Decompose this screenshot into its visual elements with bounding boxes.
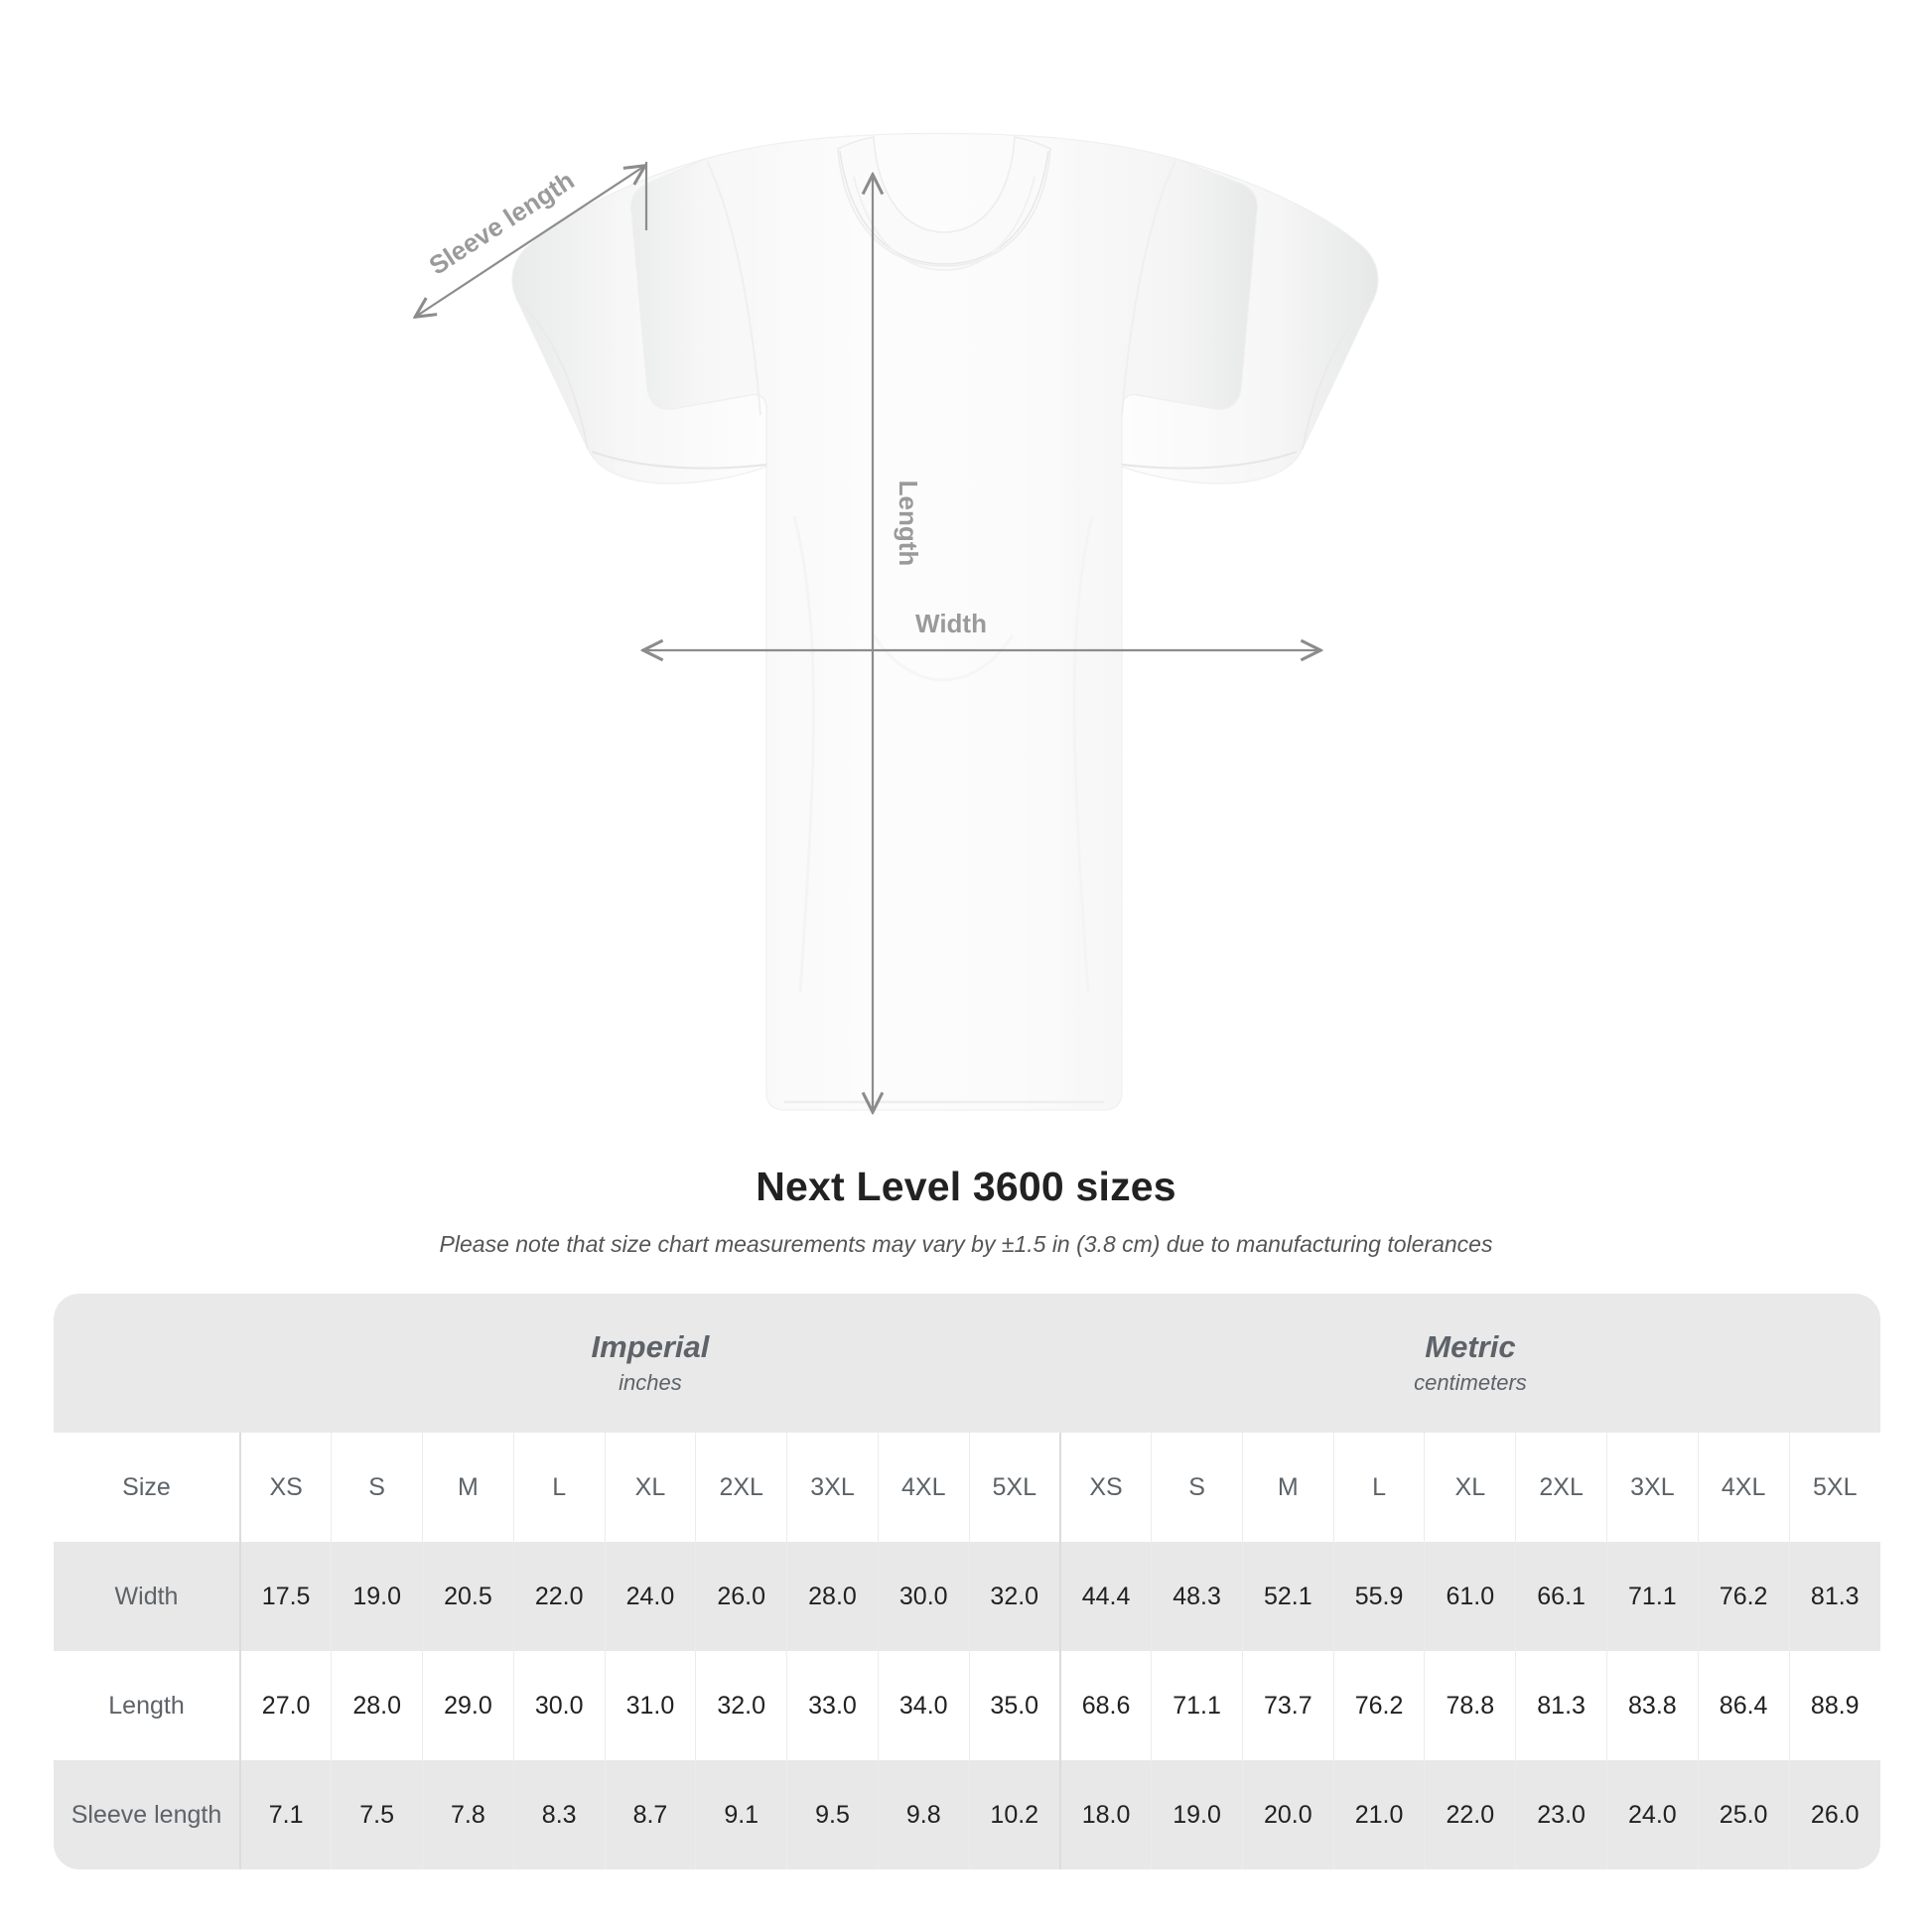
size-chart-table: Imperial inches Metric centimeters Size XS S M L… [54, 1294, 1880, 1869]
row-label-size: Size [54, 1433, 241, 1542]
cell-sleeve-length-metric-xs: 18.0 [1058, 1760, 1153, 1869]
size-header-imperial-2xl: 2XL [695, 1433, 788, 1542]
size-header-imperial-5xl: 5XL [969, 1433, 1061, 1542]
cell-sleeve-length-imperial-3xl: 9.5 [786, 1760, 879, 1869]
cell-width-imperial-s: 19.0 [331, 1542, 424, 1651]
title-block: Next Level 3600 sizes Please note that s… [0, 1162, 1932, 1260]
cell-length-imperial-xl: 31.0 [605, 1651, 697, 1760]
cell-sleeve-length-imperial-s: 7.5 [331, 1760, 424, 1869]
cell-sleeve-length-metric-4xl: 25.0 [1698, 1760, 1790, 1869]
size-header-metric-xs: XS [1058, 1433, 1153, 1542]
cell-length-imperial-4xl: 34.0 [878, 1651, 970, 1760]
size-chart-table-wrapper: Imperial inches Metric centimeters Size XS S M L… [54, 1294, 1880, 1869]
cell-length-metric-4xl: 86.4 [1698, 1651, 1790, 1760]
cell-sleeve-length-metric-5xl: 26.0 [1789, 1760, 1880, 1869]
cell-length-metric-2xl: 81.3 [1515, 1651, 1607, 1760]
size-header-imperial-xl: XL [605, 1433, 697, 1542]
size-header-metric-xl: XL [1424, 1433, 1517, 1542]
unit-header-imperial: Imperial inches [240, 1294, 1060, 1433]
size-header-metric-s: S [1151, 1433, 1243, 1542]
width-label: Width [915, 609, 987, 638]
cell-length-imperial-s: 28.0 [331, 1651, 424, 1760]
cell-width-metric-m: 52.1 [1242, 1542, 1334, 1651]
table-row: Width 17.5 19.0 20.5 22.0 24.0 26.0 28.0 30.0 32.… [54, 1542, 1880, 1651]
cell-width-imperial-l: 22.0 [513, 1542, 606, 1651]
cell-sleeve-length-metric-xl: 22.0 [1424, 1760, 1517, 1869]
unit-header-metric: Metric centimeters [1059, 1294, 1880, 1433]
cell-sleeve-length-imperial-2xl: 9.1 [695, 1760, 788, 1869]
unit-name: Metric [1425, 1329, 1516, 1365]
cell-width-metric-l: 55.9 [1333, 1542, 1426, 1651]
cell-width-imperial-xs: 17.5 [240, 1542, 333, 1651]
cell-length-metric-3xl: 83.8 [1606, 1651, 1699, 1760]
size-header-metric-5xl: 5XL [1789, 1433, 1880, 1542]
cell-width-metric-3xl: 71.1 [1606, 1542, 1699, 1651]
size-header-imperial-l: L [513, 1433, 606, 1542]
cell-width-imperial-5xl: 32.0 [969, 1542, 1061, 1651]
page-title: Next Level 3600 sizes [756, 1164, 1176, 1209]
cell-sleeve-length-imperial-m: 7.8 [422, 1760, 514, 1869]
cell-length-imperial-2xl: 32.0 [695, 1651, 788, 1760]
unit-name: Imperial [591, 1329, 710, 1365]
size-header-imperial-s: S [331, 1433, 424, 1542]
size-header-metric-3xl: 3XL [1606, 1433, 1699, 1542]
size-header-metric-l: L [1333, 1433, 1426, 1542]
cell-length-metric-5xl: 88.9 [1789, 1651, 1880, 1760]
cell-width-imperial-m: 20.5 [422, 1542, 514, 1651]
size-header-metric-m: M [1242, 1433, 1334, 1542]
cell-length-metric-m: 73.7 [1242, 1651, 1334, 1760]
cell-sleeve-length-metric-l: 21.0 [1333, 1760, 1426, 1869]
table-row: Sleeve length 7.1 7.5 7.8 8.3 8.7 9.1 9.5 9.8 10.… [54, 1760, 1880, 1869]
row-label-width: Width [54, 1542, 241, 1651]
size-header-metric-4xl: 4XL [1698, 1433, 1790, 1542]
cell-sleeve-length-imperial-l: 8.3 [513, 1760, 606, 1869]
unit-subtitle: centimeters [1414, 1370, 1527, 1396]
cell-width-metric-5xl: 81.3 [1789, 1542, 1880, 1651]
cell-width-imperial-2xl: 26.0 [695, 1542, 788, 1651]
row-label-sleeve-length: Sleeve length [54, 1760, 241, 1869]
cell-width-imperial-3xl: 28.0 [786, 1542, 879, 1651]
cell-length-imperial-xs: 27.0 [240, 1651, 333, 1760]
cell-length-imperial-l: 30.0 [513, 1651, 606, 1760]
cell-sleeve-length-metric-3xl: 24.0 [1606, 1760, 1699, 1869]
cell-sleeve-length-metric-s: 19.0 [1151, 1760, 1243, 1869]
cell-length-imperial-m: 29.0 [422, 1651, 514, 1760]
size-header-imperial-3xl: 3XL [786, 1433, 879, 1542]
cell-length-metric-l: 76.2 [1333, 1651, 1426, 1760]
cell-sleeve-length-imperial-xs: 7.1 [240, 1760, 333, 1869]
cell-width-metric-s: 48.3 [1151, 1542, 1243, 1651]
cell-width-imperial-4xl: 30.0 [878, 1542, 970, 1651]
cell-sleeve-length-metric-2xl: 23.0 [1515, 1760, 1607, 1869]
tolerance-note: Please note that size chart measurements… [439, 1231, 1493, 1258]
length-label: Length [894, 481, 923, 567]
cell-width-metric-4xl: 76.2 [1698, 1542, 1790, 1651]
size-header-metric-2xl: 2XL [1515, 1433, 1607, 1542]
size-header-row: Size XS S M L XL 2XL 3XL 4XL 5XL XS S M L XL 2XL 3XL 4XL 5… [54, 1433, 1880, 1542]
cell-length-metric-s: 71.1 [1151, 1651, 1243, 1760]
cell-sleeve-length-metric-m: 20.0 [1242, 1760, 1334, 1869]
sleeve-length-arrow [417, 167, 643, 316]
size-header-imperial-xs: XS [240, 1433, 333, 1542]
tshirt-illustration: Sleeve length Length Width [0, 132, 1379, 1152]
size-header-imperial-4xl: 4XL [878, 1433, 970, 1542]
cell-width-metric-xl: 61.0 [1424, 1542, 1517, 1651]
cell-length-metric-xs: 68.6 [1058, 1651, 1153, 1760]
cell-length-imperial-5xl: 35.0 [969, 1651, 1061, 1760]
cell-length-imperial-3xl: 33.0 [786, 1651, 879, 1760]
size-header-imperial-m: M [422, 1433, 514, 1542]
cell-sleeve-length-imperial-4xl: 9.8 [878, 1760, 970, 1869]
cell-width-imperial-xl: 24.0 [605, 1542, 697, 1651]
table-row: Length 27.0 28.0 29.0 30.0 31.0 32.0 33.0 34.0 35… [54, 1651, 1880, 1760]
cell-length-metric-xl: 78.8 [1424, 1651, 1517, 1760]
width-measure: Width [645, 609, 1318, 650]
cell-width-metric-xs: 44.4 [1058, 1542, 1153, 1651]
table-corner-cell [54, 1294, 240, 1433]
cell-width-metric-2xl: 66.1 [1515, 1542, 1607, 1651]
cell-sleeve-length-imperial-xl: 8.7 [605, 1760, 697, 1869]
row-label-length: Length [54, 1651, 241, 1760]
cell-sleeve-length-imperial-5xl: 10.2 [969, 1760, 1061, 1869]
unit-subtitle: inches [619, 1370, 682, 1396]
unit-header-row: Imperial inches Metric centimeters [54, 1294, 1880, 1433]
